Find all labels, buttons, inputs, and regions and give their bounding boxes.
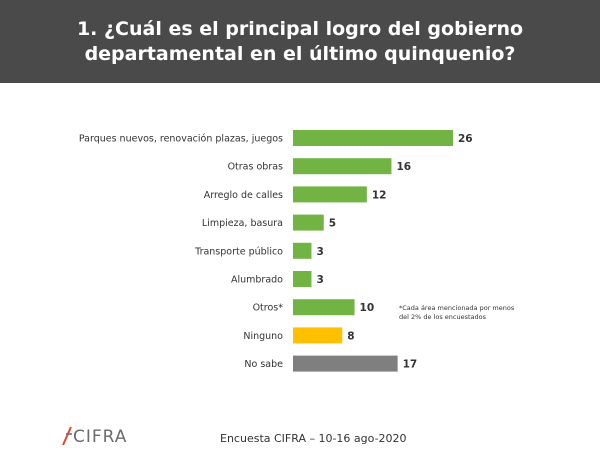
value-label: 17 <box>403 359 418 371</box>
value-label: 5 <box>329 218 336 230</box>
bar <box>293 327 343 344</box>
bar <box>293 355 398 372</box>
value-label: 10 <box>360 302 375 314</box>
bar <box>293 242 312 259</box>
category-label: Otros* <box>253 303 284 314</box>
category-label: No sabe <box>244 359 283 370</box>
footnote: *Cada área mencionada por menos del 2% d… <box>399 304 515 321</box>
bar <box>293 271 312 287</box>
category-label: Alumbrado <box>231 275 283 286</box>
bar <box>293 214 324 231</box>
value-label: 8 <box>347 330 354 342</box>
category-label: Limpieza, basura <box>202 218 283 229</box>
category-label: Otras obras <box>228 162 283 173</box>
bar <box>293 299 355 316</box>
bar <box>293 186 367 203</box>
chart-title-banner: 1. ¿Cuál es el principal logro del gobie… <box>0 0 600 83</box>
category-label: Arreglo de calles <box>204 190 283 201</box>
chart-title-line-1: 1. ¿Cuál es el principal logro del gobie… <box>76 17 524 40</box>
value-label: 3 <box>316 274 323 286</box>
chart-title-line-2: departamental en el último quinquenio? <box>84 42 516 65</box>
category-label: Ninguno <box>243 331 283 342</box>
value-label: 3 <box>316 246 323 258</box>
logo-mark-icon <box>62 426 72 446</box>
cifra-logo: CIFRA <box>61 424 127 450</box>
category-label: Parques nuevos, renovación plazas, juego… <box>79 134 283 145</box>
value-label: 16 <box>396 161 411 173</box>
value-label: 12 <box>372 189 387 201</box>
logo-text: CIFRA <box>73 427 128 447</box>
value-label: 26 <box>458 133 473 145</box>
source-caption: Encuesta CIFRA – 10-16 ago-2020 <box>220 432 407 445</box>
bar <box>293 130 453 146</box>
bar <box>293 158 392 175</box>
category-label: Transporte público <box>194 246 283 257</box>
